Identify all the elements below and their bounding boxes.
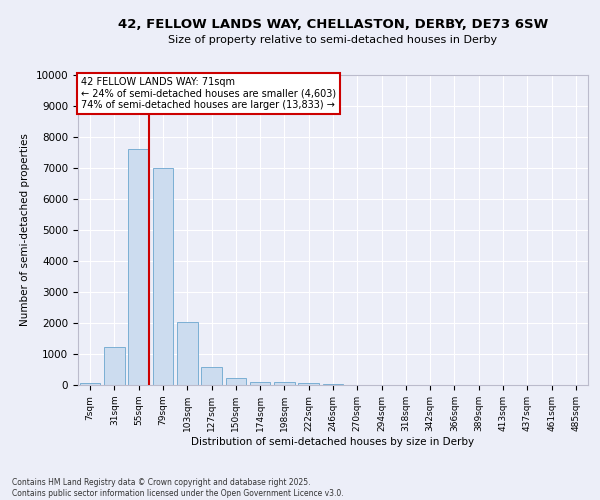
Text: Size of property relative to semi-detached houses in Derby: Size of property relative to semi-detach… (169, 35, 497, 45)
Bar (104, 347, 125, 385)
Bar (226, 378, 246, 385)
Text: Contains HM Land Registry data © Crown copyright and database right 2025.
Contai: Contains HM Land Registry data © Crown c… (12, 478, 344, 498)
Bar (80, 384, 100, 385)
Bar (250, 382, 271, 385)
X-axis label: Distribution of semi-detached houses by size in Derby: Distribution of semi-detached houses by … (191, 436, 475, 446)
Text: 42, FELLOW LANDS WAY, CHELLASTON, DERBY, DE73 6SW: 42, FELLOW LANDS WAY, CHELLASTON, DERBY,… (118, 18, 548, 30)
Y-axis label: Number of semi-detached properties: Number of semi-detached properties (20, 134, 30, 326)
Bar (298, 384, 319, 385)
Bar (152, 168, 173, 385)
Bar (274, 382, 295, 385)
Bar (201, 367, 222, 385)
Bar (177, 322, 197, 385)
Bar (128, 150, 149, 385)
Bar (323, 384, 343, 385)
Text: 42 FELLOW LANDS WAY: 71sqm
← 24% of semi-detached houses are smaller (4,603)
74%: 42 FELLOW LANDS WAY: 71sqm ← 24% of semi… (80, 76, 335, 110)
